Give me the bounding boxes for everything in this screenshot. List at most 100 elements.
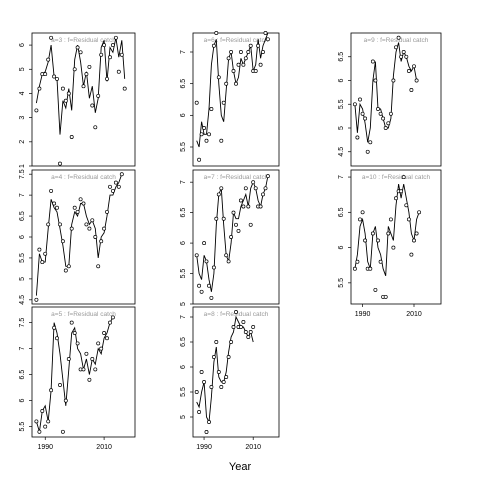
data-point [110,188,115,193]
data-point [219,186,224,191]
data-point [261,50,265,54]
data-point [84,222,89,227]
data-point [388,217,393,222]
data-point [87,226,92,231]
data-point [66,91,71,96]
data-point [417,210,422,215]
y-tick-label: 5 [180,415,187,419]
data-point [102,226,107,231]
data-point [376,238,380,243]
y-tick-label: 6.5 [180,337,187,347]
data-point [404,203,409,208]
data-point [243,330,248,334]
data-point [99,346,104,351]
data-point [216,75,221,80]
data-point [197,157,202,162]
panel-2: a=6 : f=Residual catch 5.5 6 6.5 7 [180,31,280,167]
data-point [376,107,380,111]
data-point [34,297,39,302]
data-point [229,340,234,344]
x-axis-title: Year [229,461,252,473]
data-point [238,50,243,54]
data-point [221,100,226,105]
data-point [224,253,229,258]
data-point [253,69,258,73]
panel-frame [350,169,442,305]
data-point [219,385,224,389]
data-point [209,107,214,111]
data-point [214,216,219,221]
data-point [105,209,109,214]
data-point [381,116,386,121]
data-point [391,78,396,83]
y-tick-label: 7.5 [19,169,26,179]
data-point [263,31,268,35]
data-point [66,264,71,269]
data-point [72,67,77,72]
data-point [194,253,199,258]
panel-frame [31,32,136,167]
data-point [102,331,107,335]
data-point [211,265,216,270]
data-point [52,201,57,206]
series-line [196,32,269,148]
data-point [412,64,416,69]
data-point [399,189,404,194]
data-point [199,289,204,294]
data-point [122,86,127,91]
data-point [110,315,115,320]
data-point [234,310,238,314]
data-point [216,370,221,374]
data-point [256,43,261,48]
data-point [238,198,243,203]
data-point [58,222,62,227]
data-point [46,419,51,424]
data-point [248,330,253,334]
x-tick-label: 2010 [406,311,422,318]
series-line [354,184,420,276]
data-point [87,64,92,69]
data-point [211,43,216,48]
data-point [60,239,65,244]
data-point [204,138,209,143]
data-point [37,86,42,91]
data-point [116,69,121,74]
data-point [386,231,391,236]
y-tick-label: 5 [180,302,187,306]
data-point [199,370,204,374]
data-point [406,217,411,222]
data-point [108,320,112,325]
panel-frame [192,32,280,167]
y-tick-label: 7 [19,193,26,197]
data-point [194,100,199,105]
data-point [75,341,80,346]
data-point [406,69,411,73]
data-point [246,335,251,339]
data-point [352,266,357,271]
y-tick-label: 2 [19,140,26,144]
data-point [251,180,256,185]
y-tick-label: 5.5 [19,422,26,432]
data-point [221,216,226,221]
y-tick-label: 7 [180,315,187,319]
data-point [202,241,207,246]
data-point [226,259,231,264]
data-point [96,264,101,269]
data-point [49,388,54,393]
data-point [34,108,39,113]
data-point [87,377,92,382]
data-point [394,196,398,201]
data-point [207,132,211,137]
y-tick-label: 6 [19,235,26,239]
panel-title: a=9 : f=Residual catch [364,37,429,44]
data-point [202,380,207,384]
data-point [378,259,383,264]
y-tick-label: 6.5 [180,208,187,218]
data-point [63,268,68,273]
data-point [93,235,98,239]
data-point [75,209,80,214]
data-point [360,210,365,215]
data-point [246,50,251,54]
data-point [81,201,86,206]
data-point [105,336,109,341]
